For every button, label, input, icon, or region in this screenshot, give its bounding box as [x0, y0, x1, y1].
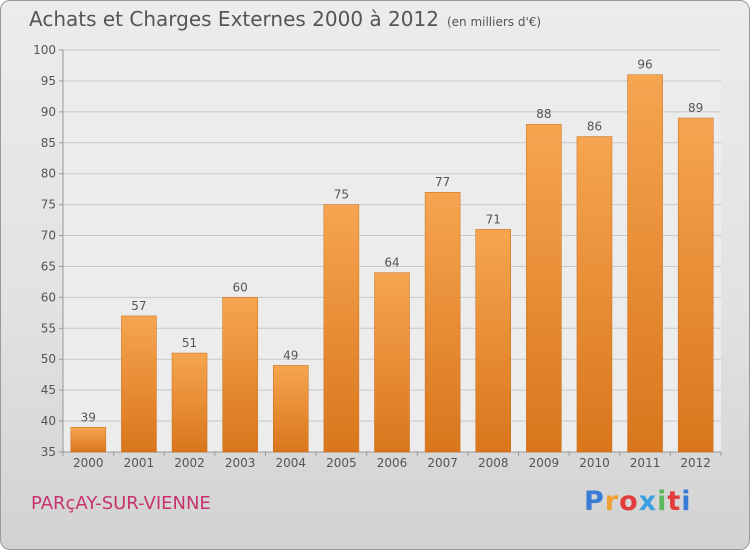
bar-value-label: 60 — [233, 280, 248, 294]
y-tick-label: 50 — [41, 352, 56, 366]
bar-value-label: 75 — [334, 188, 349, 202]
bar — [121, 315, 157, 453]
bar-value-label: 71 — [486, 212, 501, 226]
x-tick-label: 2001 — [124, 456, 155, 470]
bar-value-label: 88 — [536, 107, 551, 121]
bar-value-label: 96 — [637, 58, 652, 72]
bar-value-label: 77 — [435, 175, 450, 189]
bar-value-label: 57 — [131, 299, 146, 313]
x-tick-label: 2007 — [427, 456, 458, 470]
y-tick-label: 70 — [41, 229, 56, 243]
bar-value-label: 86 — [587, 120, 602, 134]
logo-letter: o — [619, 486, 639, 517]
bar-value-label: 64 — [384, 256, 399, 270]
bar — [323, 204, 360, 453]
y-tick-label: 80 — [41, 167, 56, 181]
logo-letter: i — [657, 486, 668, 517]
bar — [70, 427, 107, 453]
x-tick-label: 2008 — [478, 456, 509, 470]
x-tick-label: 2000 — [73, 456, 104, 470]
bar-value-label: 39 — [81, 410, 96, 424]
proxiti-logo: Proxiti — [584, 486, 692, 517]
logo-letter: t — [667, 486, 682, 517]
y-tick-label: 65 — [41, 259, 56, 273]
x-tick-label: 2002 — [174, 456, 205, 470]
bar-value-label: 51 — [182, 336, 197, 350]
y-tick-label: 35 — [41, 445, 56, 459]
bar — [222, 297, 258, 453]
y-tick-label: 90 — [41, 105, 56, 119]
title-text: Achats et Charges Externes 2000 à 2012 — [29, 7, 439, 31]
x-tick-label: 2003 — [225, 456, 256, 470]
x-tick-label: 2009 — [529, 456, 560, 470]
bar — [273, 365, 309, 453]
bar-value-label: 89 — [688, 101, 703, 115]
bar — [374, 272, 410, 453]
logo-letter: i — [681, 486, 692, 517]
x-tick-label: 2012 — [680, 456, 711, 470]
y-tick-label: 85 — [41, 136, 56, 150]
x-tick-label: 2006 — [377, 456, 408, 470]
y-tick-label: 40 — [41, 414, 56, 428]
bar — [627, 74, 663, 453]
bar — [475, 229, 511, 453]
bar — [576, 136, 613, 453]
y-tick-label: 55 — [41, 321, 56, 335]
bar — [677, 117, 714, 453]
y-tick-label: 60 — [41, 290, 56, 304]
bar — [526, 123, 562, 453]
x-tick-label: 2011 — [630, 456, 661, 470]
bar — [424, 191, 461, 453]
y-tick-label: 95 — [41, 74, 56, 88]
x-tick-label: 2004 — [275, 456, 306, 470]
logo-letter: x — [638, 486, 658, 517]
title-unit: (en milliers d'€) — [446, 15, 542, 29]
y-tick-label: 75 — [41, 198, 56, 212]
logo-letter: P — [584, 486, 605, 517]
x-tick-label: 2005 — [326, 456, 357, 470]
y-tick-label: 45 — [41, 383, 56, 397]
logo-letter: r — [604, 486, 620, 517]
chart-title: Achats et Charges Externes 2000 à 2012 (e… — [29, 7, 541, 31]
commune-name: PARçAY-SUR-VIENNE — [31, 493, 211, 514]
x-tick-label: 2010 — [579, 456, 610, 470]
y-tick-label: 100 — [33, 43, 56, 57]
bar-value-label: 49 — [283, 348, 298, 362]
bar — [171, 352, 208, 453]
